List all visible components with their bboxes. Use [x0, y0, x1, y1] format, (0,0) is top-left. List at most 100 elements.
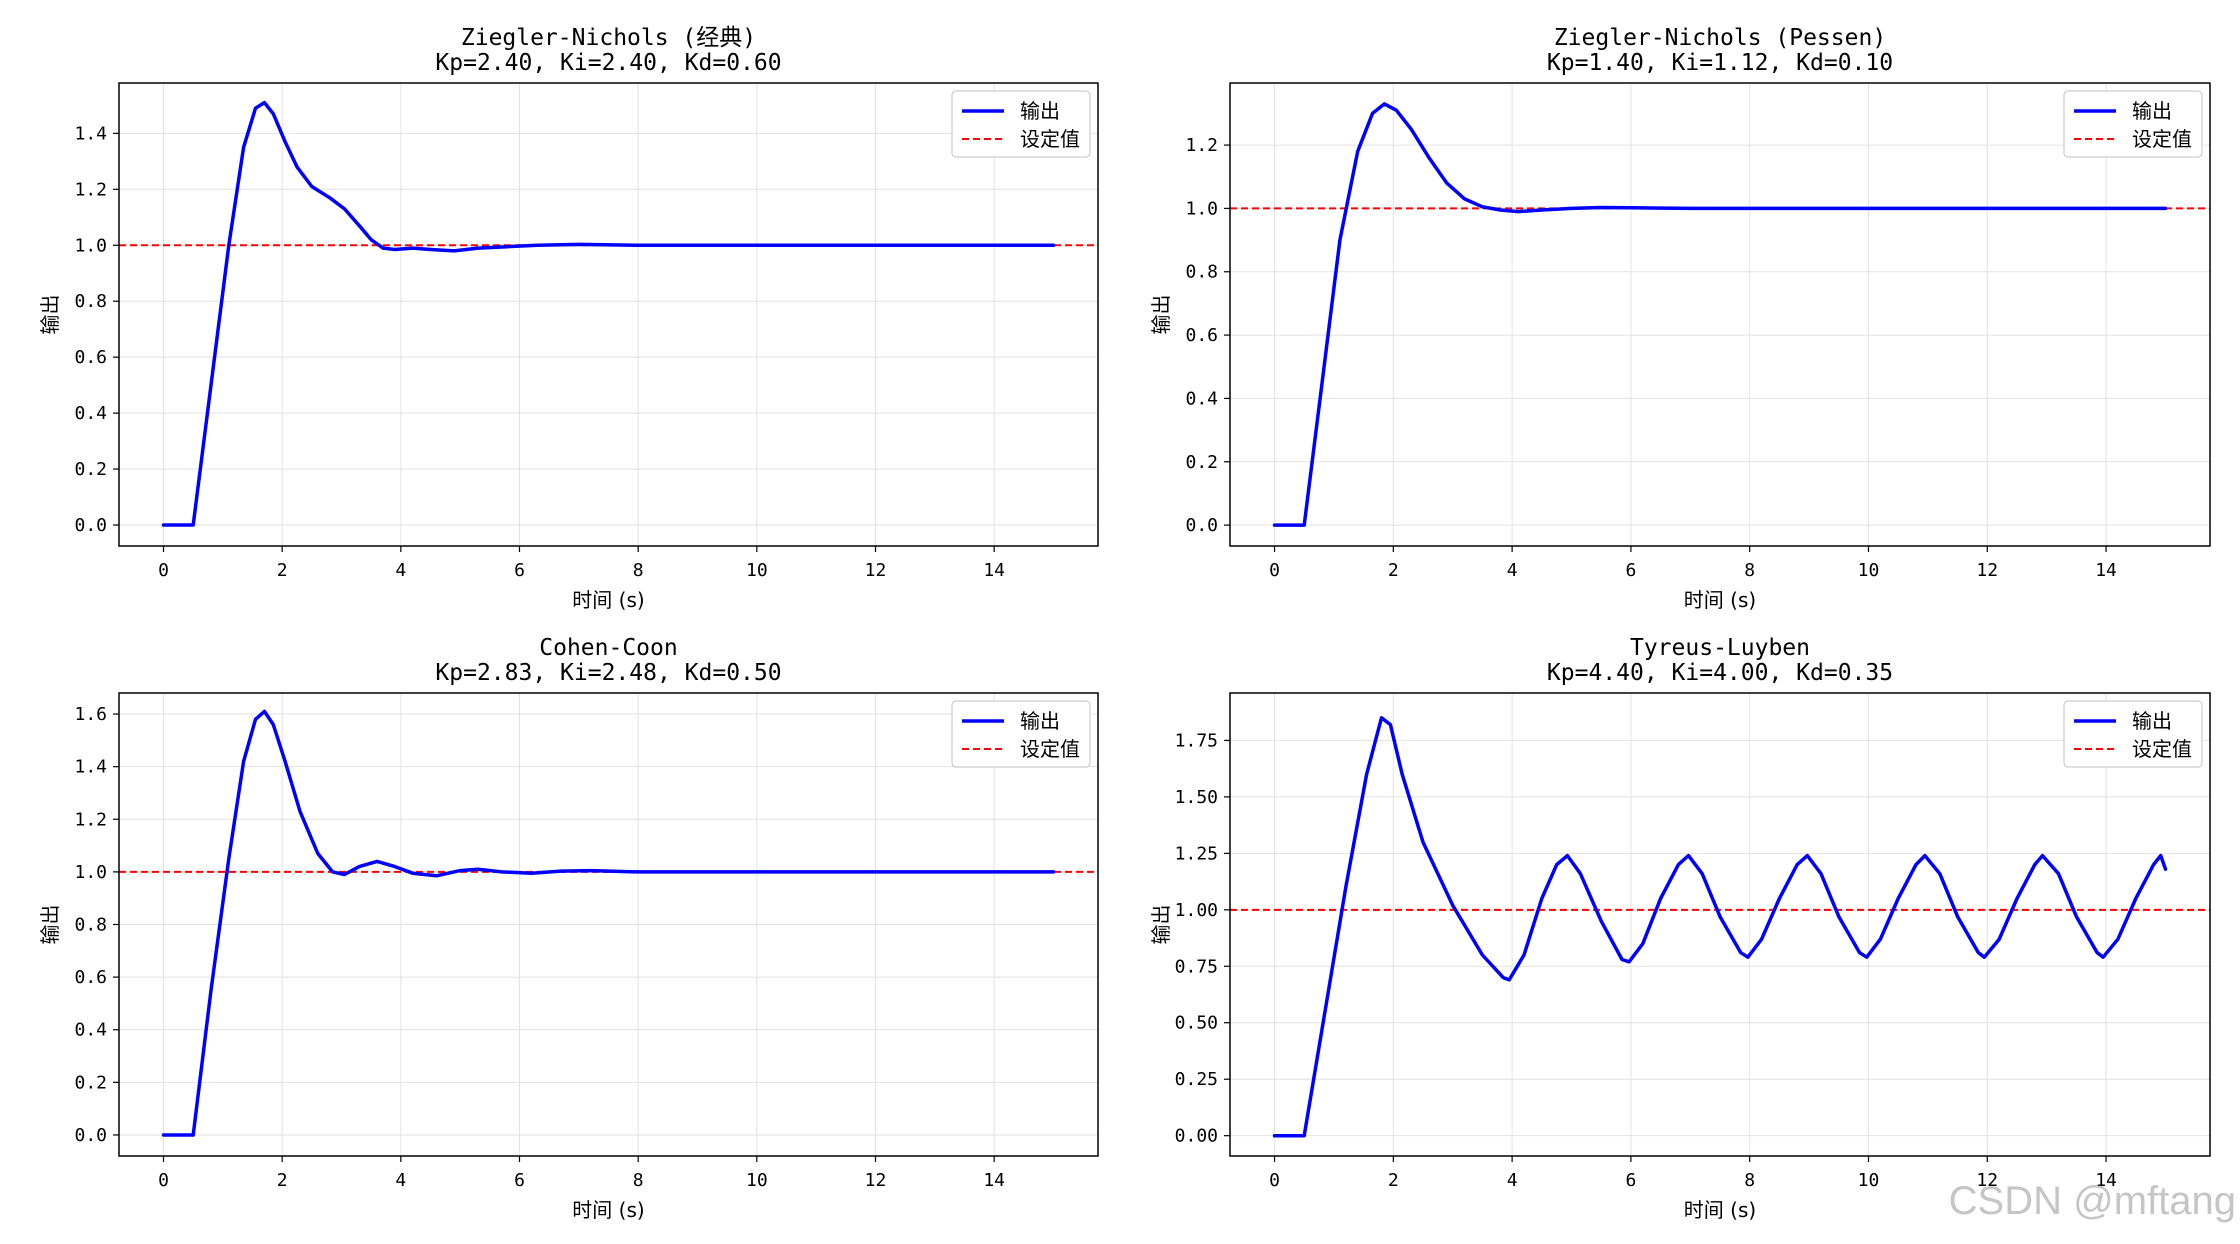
x-tick-label: 0 [1269, 1170, 1280, 1191]
output-line [1272, 716, 2168, 1138]
y-tick-label: 0.6 [1185, 325, 1218, 346]
x-tick-label: 6 [1625, 560, 1636, 581]
y-tick-label: 0.4 [1185, 388, 1218, 409]
y-tick-label: 1.4 [74, 123, 107, 144]
y-tick-label: 0.0 [1185, 515, 1218, 536]
y-tick-label: 0.6 [74, 347, 107, 368]
output-line [161, 100, 1056, 527]
y-tick-label: 0.8 [74, 915, 107, 936]
y-tick-label: 1.2 [74, 809, 107, 830]
x-tick-label: 10 [1858, 560, 1880, 581]
legend-box [951, 90, 1091, 158]
y-tick-label: 0.2 [74, 459, 107, 480]
y-tick-label: 0.8 [74, 291, 107, 312]
x-tick-label: 2 [1388, 1170, 1399, 1191]
chart-subtitle: Kp=2.83, Ki=2.48, Kd=0.50 [435, 660, 781, 686]
chart-title: Cohen-Coon [539, 635, 677, 661]
x-tick-label: 14 [2095, 560, 2117, 581]
legend-box [2063, 90, 2203, 158]
y-tick-label: 1.25 [1175, 843, 1218, 864]
y-tick-label: 1.00 [1175, 900, 1218, 921]
x-tick-label: 2 [1388, 560, 1399, 581]
y-tick-label: 0.8 [1185, 262, 1218, 283]
y-tick-label: 1.0 [74, 235, 107, 256]
y-tick-label: 0.50 [1175, 1013, 1218, 1034]
x-axis-label: 时间 (s) [1684, 1198, 1756, 1222]
x-axis-label: 时间 (s) [1684, 588, 1756, 612]
x-tick-label: 10 [1858, 1170, 1880, 1191]
chart-subtitle: Kp=2.40, Ki=2.40, Kd=0.60 [435, 50, 781, 76]
x-tick-label: 12 [1976, 1170, 1998, 1191]
chart-title: Ziegler-Nichols (Pessen) [1554, 25, 1886, 51]
x-tick-label: 0 [158, 1170, 169, 1191]
y-tick-label: 0.2 [74, 1072, 107, 1093]
y-tick-label: 0.0 [74, 1125, 107, 1146]
y-tick-label: 1.0 [1185, 198, 1218, 219]
legend-setpoint-label: 设定值 [2132, 737, 2192, 761]
legend-setpoint-label: 设定值 [2132, 127, 2192, 151]
x-axis-label: 时间 (s) [572, 1198, 644, 1222]
y-tick-label: 1.2 [74, 179, 107, 200]
y-axis-label: 输出 [38, 905, 62, 945]
y-tick-label: 0.25 [1175, 1069, 1218, 1090]
output-line [1272, 102, 2168, 527]
x-tick-label: 4 [1507, 560, 1518, 581]
y-axis-label: 输出 [1149, 905, 1173, 945]
y-tick-label: 0.00 [1175, 1126, 1218, 1147]
y-axis-label: 输出 [38, 295, 62, 335]
y-tick-label: 0.4 [74, 403, 107, 424]
x-tick-label: 2 [277, 560, 288, 581]
y-tick-label: 0.4 [74, 1020, 107, 1041]
x-tick-label: 12 [865, 560, 887, 581]
axes-frame [1229, 82, 2211, 547]
subplot-1: 0 2 4 6 8 10 12 14 0.0 0.2 0.4 0.6 0.8 1.0 1.2 1.4 Ziegl… [38, 25, 1099, 612]
x-tick-label: 8 [1744, 560, 1755, 581]
watermark: CSDN @mftang [1948, 1179, 2236, 1223]
y-tick-label: 1.50 [1175, 787, 1218, 808]
x-tick-label: 6 [1625, 1170, 1636, 1191]
legend-box [951, 700, 1091, 768]
output-line [161, 709, 1056, 1137]
axes-frame [118, 82, 1099, 547]
subplot-3: 0 2 4 6 8 10 12 14 0.0 0.2 0.4 0.6 0.8 1.0 1.2 1.4 1.6 Co… [38, 635, 1099, 1222]
x-tick-label: 12 [1976, 560, 1998, 581]
x-tick-label: 4 [395, 560, 406, 581]
legend-output-label: 输出 [1020, 709, 1060, 733]
chart-title: Tyreus-Luyben [1630, 635, 1810, 661]
x-tick-label: 8 [633, 1170, 644, 1191]
y-tick-label: 1.2 [1185, 135, 1218, 156]
y-tick-label: 0.75 [1175, 956, 1218, 977]
x-tick-label: 6 [514, 560, 525, 581]
chart-title: Ziegler-Nichols (经典) [461, 25, 756, 51]
legend-output-label: 输出 [2132, 99, 2172, 123]
y-axis-label: 输出 [1149, 295, 1173, 335]
x-tick-label: 10 [746, 560, 768, 581]
x-tick-label: 0 [1269, 560, 1280, 581]
x-tick-label: 8 [1744, 1170, 1755, 1191]
legend-setpoint-label: 设定值 [1020, 737, 1080, 761]
y-tick-label: 1.0 [74, 862, 107, 883]
legend-setpoint-label: 设定值 [1020, 127, 1080, 151]
y-tick-label: 0.6 [74, 967, 107, 988]
chart-subtitle: Kp=1.40, Ki=1.12, Kd=0.10 [1547, 50, 1893, 76]
y-tick-label: 1.4 [74, 757, 107, 778]
chart-subtitle: Kp=4.40, Ki=4.00, Kd=0.35 [1547, 660, 1893, 686]
x-tick-label: 0 [158, 560, 169, 581]
axes-frame [1229, 692, 2211, 1157]
legend-output-label: 输出 [2132, 709, 2172, 733]
x-axis-label: 时间 (s) [572, 588, 644, 612]
y-tick-label: 1.6 [74, 704, 107, 725]
x-tick-label: 14 [2095, 1170, 2117, 1191]
x-tick-label: 10 [746, 1170, 768, 1191]
x-tick-label: 4 [1507, 1170, 1518, 1191]
x-tick-label: 14 [983, 1170, 1005, 1191]
legend-output-label: 输出 [1020, 99, 1060, 123]
x-tick-label: 8 [633, 560, 644, 581]
y-tick-label: 1.75 [1175, 730, 1218, 751]
subplot-2: 0 2 4 6 8 10 12 14 0.0 0.2 0.4 0.6 0.8 1.0 1.2 Ziegler-… [1149, 25, 2211, 612]
y-tick-label: 0.0 [74, 515, 107, 536]
